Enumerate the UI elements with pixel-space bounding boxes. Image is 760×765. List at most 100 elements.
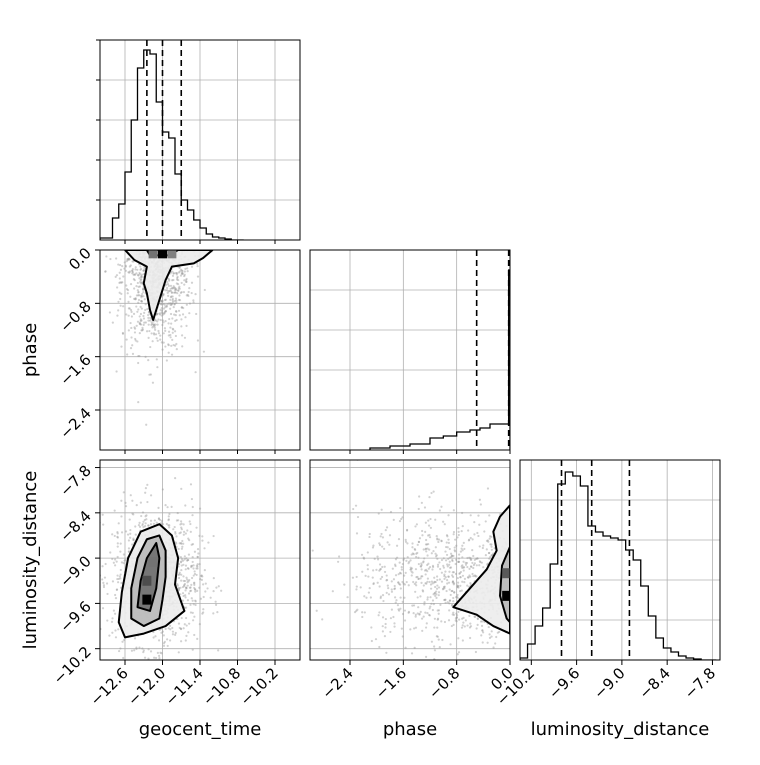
scatter-point bbox=[395, 599, 398, 602]
scatter-point bbox=[151, 326, 154, 329]
scatter-point bbox=[191, 599, 194, 602]
scatter-point bbox=[180, 272, 183, 275]
density-cell bbox=[502, 590, 510, 601]
scatter-point bbox=[433, 580, 436, 583]
scatter-point bbox=[172, 285, 175, 288]
scatter-point bbox=[169, 303, 172, 306]
scatter-point bbox=[171, 295, 174, 298]
scatter-point bbox=[179, 291, 182, 294]
scatter-point bbox=[378, 542, 381, 545]
scatter-point bbox=[185, 606, 188, 609]
scatter-point bbox=[380, 532, 383, 536]
scatter-point bbox=[165, 305, 168, 308]
scatter-point bbox=[161, 488, 164, 491]
scatter-point bbox=[481, 629, 484, 632]
scatter-point bbox=[361, 570, 364, 573]
scatter-point bbox=[188, 520, 191, 523]
scatter-point bbox=[169, 326, 172, 329]
scatter-point bbox=[123, 559, 126, 562]
scatter-point bbox=[475, 557, 478, 561]
scatter-point bbox=[434, 552, 437, 555]
scatter-point bbox=[174, 319, 177, 322]
scatter-point bbox=[386, 584, 389, 587]
scatter-point bbox=[122, 553, 125, 556]
scatter-point bbox=[448, 556, 451, 559]
scatter-point bbox=[137, 524, 141, 527]
scatter-point bbox=[144, 303, 147, 306]
scatter-point bbox=[407, 562, 410, 565]
scatter-point bbox=[128, 265, 131, 268]
scatter-point bbox=[170, 353, 174, 356]
scatter-point bbox=[185, 303, 188, 306]
scatter-point bbox=[175, 282, 178, 285]
scatter-point bbox=[398, 571, 402, 574]
scatter-point bbox=[201, 535, 204, 538]
scatter-point bbox=[432, 602, 435, 606]
scatter-point bbox=[481, 620, 484, 623]
scatter-point bbox=[422, 561, 425, 564]
scatter-point bbox=[169, 333, 172, 337]
scatter-point bbox=[363, 595, 366, 598]
scatter-point bbox=[160, 314, 163, 317]
scatter-point bbox=[429, 467, 432, 470]
scatter-point bbox=[120, 581, 123, 585]
scatter-point bbox=[142, 269, 145, 272]
scatter-point bbox=[140, 274, 143, 278]
scatter-point bbox=[379, 567, 382, 571]
scatter-point bbox=[403, 574, 406, 577]
scatter-point bbox=[416, 551, 419, 555]
scatter-point bbox=[108, 311, 112, 314]
scatter-point bbox=[414, 613, 417, 616]
scatter-point bbox=[417, 507, 420, 511]
scatter-point bbox=[448, 602, 451, 605]
scatter-point bbox=[135, 646, 138, 649]
scatter-point bbox=[134, 339, 137, 342]
scatter-point bbox=[454, 572, 458, 575]
x-tick-label: −8.4 bbox=[636, 664, 674, 702]
scatter-point bbox=[393, 587, 396, 591]
scatter-point bbox=[464, 563, 468, 566]
scatter-point bbox=[198, 586, 201, 589]
scatter-point bbox=[97, 596, 99, 598]
scatter-point bbox=[412, 612, 415, 615]
scatter-point bbox=[144, 321, 147, 324]
scatter-point bbox=[404, 571, 407, 574]
scatter-point bbox=[465, 561, 469, 565]
scatter-point bbox=[146, 307, 149, 311]
scatter-point bbox=[168, 279, 171, 282]
scatter-point bbox=[401, 580, 404, 584]
scatter-point bbox=[379, 595, 383, 598]
scatter-point bbox=[160, 300, 163, 303]
scatter-point bbox=[200, 574, 203, 578]
scatter-point bbox=[423, 601, 426, 604]
scatter-point bbox=[175, 301, 178, 304]
scatter-point bbox=[431, 568, 434, 571]
scatter-point bbox=[418, 612, 421, 615]
scatter-point bbox=[424, 582, 427, 585]
scatter-point bbox=[169, 298, 172, 301]
scatter-point bbox=[451, 580, 455, 583]
x-tick-label: −1.6 bbox=[372, 664, 410, 702]
scatter-point bbox=[131, 272, 134, 275]
scatter-point bbox=[159, 518, 162, 522]
scatter-point bbox=[394, 596, 397, 599]
scatter-point bbox=[159, 308, 162, 312]
scatter-point bbox=[394, 558, 398, 561]
scatter-point bbox=[115, 588, 119, 591]
scatter-point bbox=[162, 332, 165, 335]
scatter-point bbox=[162, 341, 165, 344]
scatter-point bbox=[130, 315, 134, 318]
scatter-point bbox=[444, 550, 447, 553]
scatter-point bbox=[377, 512, 380, 515]
scatter-point bbox=[394, 563, 397, 566]
scatter-point bbox=[120, 345, 123, 348]
scatter-point bbox=[155, 313, 158, 316]
scatter-point bbox=[442, 557, 445, 560]
scatter-point bbox=[140, 300, 143, 303]
scatter-point bbox=[116, 542, 119, 545]
scatter-point bbox=[370, 626, 373, 629]
scatter-point bbox=[406, 528, 409, 532]
scatter-point bbox=[136, 268, 139, 271]
scatter-point bbox=[484, 520, 487, 523]
scatter-point bbox=[428, 613, 431, 617]
